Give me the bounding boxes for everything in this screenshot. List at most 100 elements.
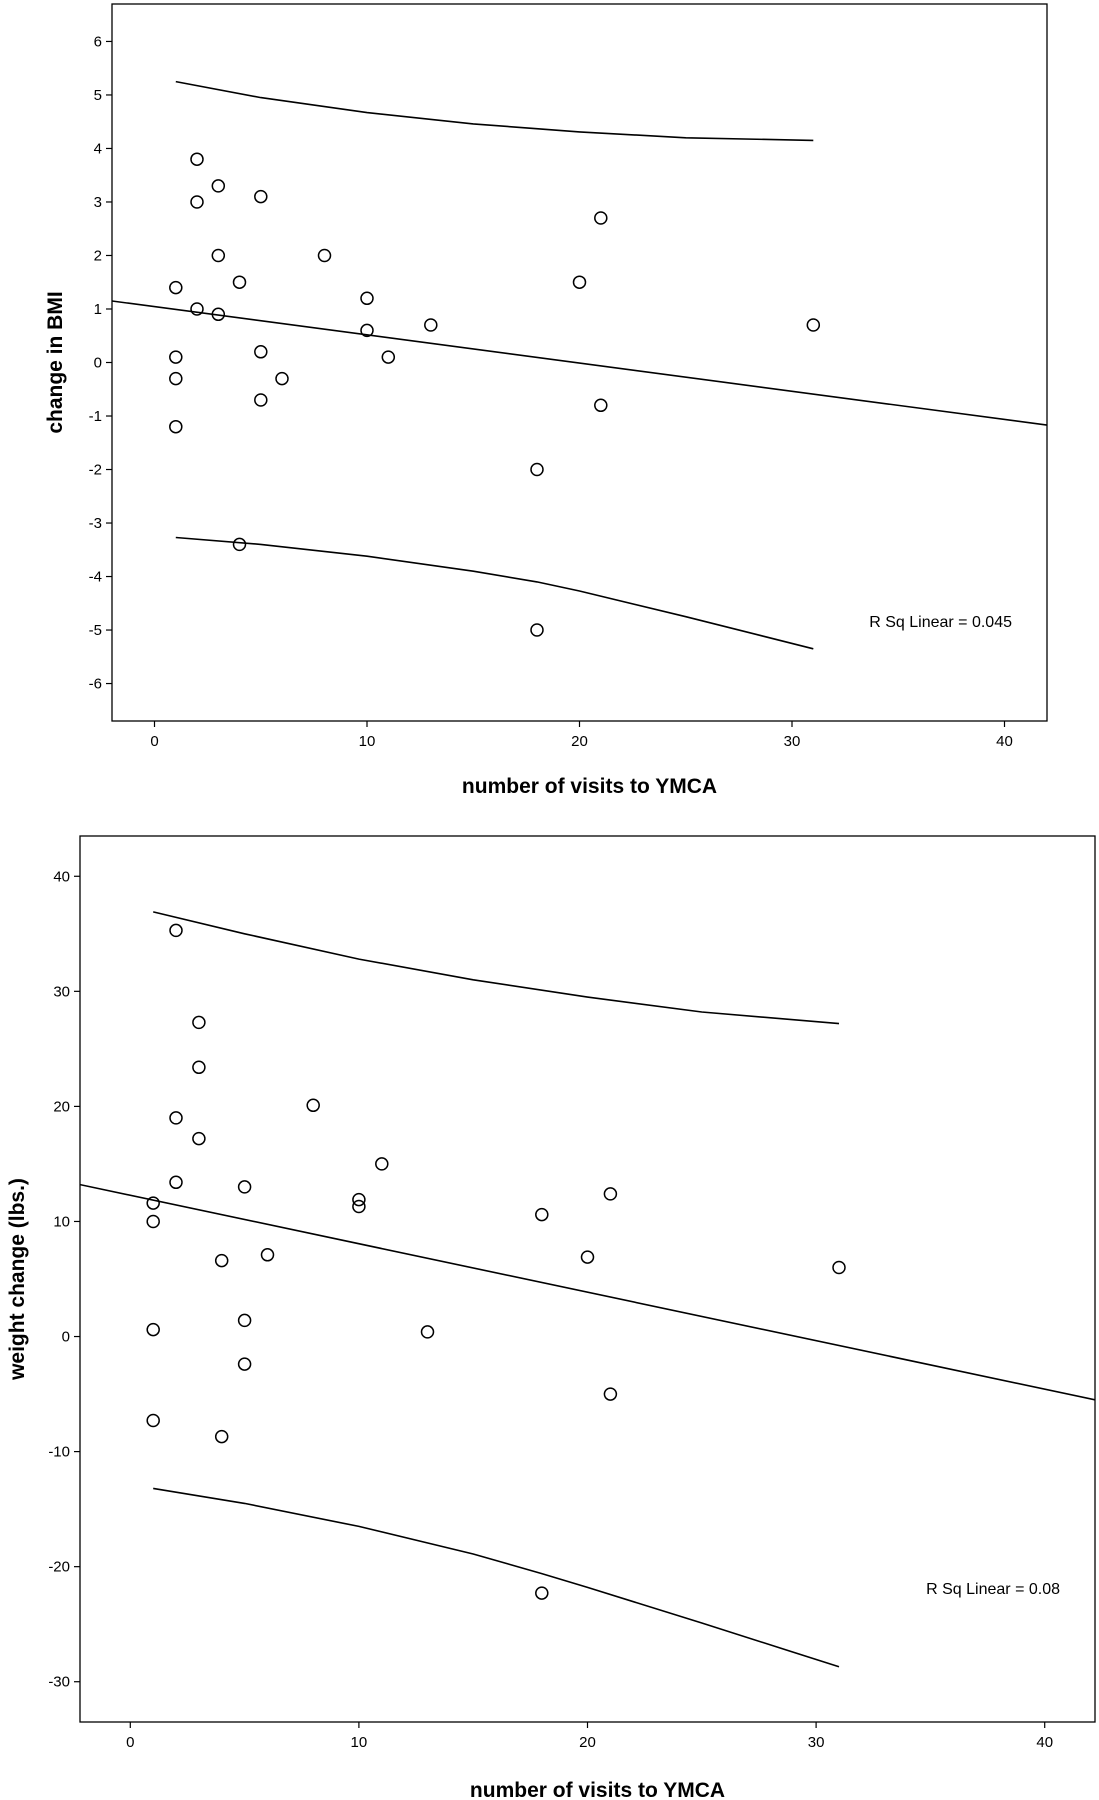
data-point xyxy=(190,152,204,166)
data-point xyxy=(352,1192,366,1207)
data-point xyxy=(237,1313,252,1328)
data-point xyxy=(530,623,544,637)
data-point xyxy=(260,1248,275,1262)
data-point xyxy=(146,1196,160,1210)
data-point xyxy=(254,393,268,407)
x-tick-label: 30 xyxy=(808,1734,825,1751)
data-point xyxy=(237,1357,252,1371)
data-point xyxy=(192,1015,206,1030)
data-point xyxy=(211,179,226,193)
x-tick-label: 0 xyxy=(126,1734,134,1751)
y-tick-label: -5 xyxy=(89,622,102,639)
data-point xyxy=(535,1207,549,1222)
data-point xyxy=(169,280,183,295)
chart-1: -6 -5 -4 -3 -2 -1 0 1 2 3 4 5 6 0 10 20 30 40 number of vi… xyxy=(44,3,1048,798)
y-tick-label: -30 xyxy=(48,1674,70,1691)
data-point xyxy=(254,189,268,204)
data-point xyxy=(381,350,396,364)
y-tick-label: -10 xyxy=(48,1444,70,1461)
chart-2: -30 -20 -10 0 10 20 30 40 0 10 20 30 40 number of vis… xyxy=(6,835,1096,1800)
data-point xyxy=(232,537,247,552)
y-tick-label: -4 xyxy=(89,569,102,586)
x-tick-label: 40 xyxy=(996,733,1013,750)
y-tick-label: 6 xyxy=(94,33,102,50)
data-point xyxy=(146,1322,160,1337)
regression-line xyxy=(112,300,1047,426)
data-point xyxy=(211,307,226,322)
data-point xyxy=(237,1180,252,1194)
data-point xyxy=(169,419,183,434)
data-point xyxy=(594,398,608,413)
data-point xyxy=(190,302,204,316)
y-tick-label: 10 xyxy=(53,1213,70,1230)
data-point xyxy=(275,371,289,386)
data-point xyxy=(214,1253,229,1268)
data-point xyxy=(375,1157,389,1171)
y-tick-label: -1 xyxy=(89,408,102,425)
x-axis-title: number of visits to YMCA xyxy=(470,1779,725,1800)
data-point xyxy=(254,345,268,359)
x-tick-label: 20 xyxy=(571,733,588,750)
regression-line xyxy=(80,1183,1095,1401)
x-tick-label: 0 xyxy=(150,733,158,750)
data-point xyxy=(360,323,374,338)
lower-prediction-band xyxy=(153,1487,840,1668)
data-point xyxy=(535,1586,549,1600)
data-point xyxy=(192,1131,206,1146)
x-tick-label: 30 xyxy=(784,733,801,750)
data-point xyxy=(192,1060,206,1075)
x-tick-label: 20 xyxy=(579,1734,596,1751)
x-axis-title: number of visits to YMCA xyxy=(462,775,717,798)
data-point xyxy=(580,1250,595,1264)
data-point xyxy=(169,923,183,938)
data-point xyxy=(352,1199,366,1214)
y-tick-label: 0 xyxy=(94,355,102,372)
y-tick-label: -3 xyxy=(89,515,102,532)
data-point xyxy=(211,248,226,263)
y-tick-label: 4 xyxy=(94,140,102,157)
data-point xyxy=(603,1187,618,1201)
y-tick-label: 2 xyxy=(94,247,102,264)
data-point xyxy=(232,275,247,289)
y-tick-label: 3 xyxy=(94,194,102,211)
y-tick-label: 40 xyxy=(53,868,70,885)
x-tick-label: 10 xyxy=(351,1734,368,1751)
data-point xyxy=(190,195,204,209)
y-tick-label: 1 xyxy=(94,301,102,318)
r-squared-annotation: R Sq Linear = 0.08 xyxy=(926,1581,1060,1598)
data-point xyxy=(306,1098,320,1113)
data-point xyxy=(169,371,183,386)
y-tick-label: 0 xyxy=(62,1329,70,1346)
data-point xyxy=(169,1175,183,1190)
y-tick-label: 5 xyxy=(94,87,102,104)
y-tick-label: 30 xyxy=(53,983,70,1000)
lower-prediction-band xyxy=(175,536,814,650)
data-point xyxy=(832,1260,846,1275)
upper-prediction-band xyxy=(175,80,814,142)
data-point xyxy=(594,211,608,225)
y-tick-label: -2 xyxy=(89,462,102,479)
x-tick-label: 10 xyxy=(359,733,376,750)
y-axis-title: change in BMI xyxy=(44,291,67,433)
data-point xyxy=(572,275,587,289)
y-tick-label: -6 xyxy=(89,676,102,693)
data-point xyxy=(317,248,332,263)
r-squared-annotation: R Sq Linear = 0.045 xyxy=(869,614,1012,631)
data-point xyxy=(424,318,438,332)
data-point xyxy=(806,318,821,332)
y-axis-title: weight change (lbs.) xyxy=(6,1178,29,1381)
data-point xyxy=(169,350,183,364)
data-point xyxy=(146,1214,160,1229)
data-point xyxy=(146,1413,160,1428)
upper-prediction-band xyxy=(153,911,840,1025)
data-point xyxy=(169,1111,183,1125)
data-point xyxy=(603,1387,618,1401)
data-point xyxy=(214,1429,229,1444)
x-tick-label: 40 xyxy=(1036,1734,1053,1751)
data-point xyxy=(360,291,374,306)
y-tick-label: 20 xyxy=(53,1098,70,1115)
y-tick-label: -20 xyxy=(48,1559,70,1576)
data-point xyxy=(530,462,544,477)
data-point xyxy=(420,1325,435,1339)
